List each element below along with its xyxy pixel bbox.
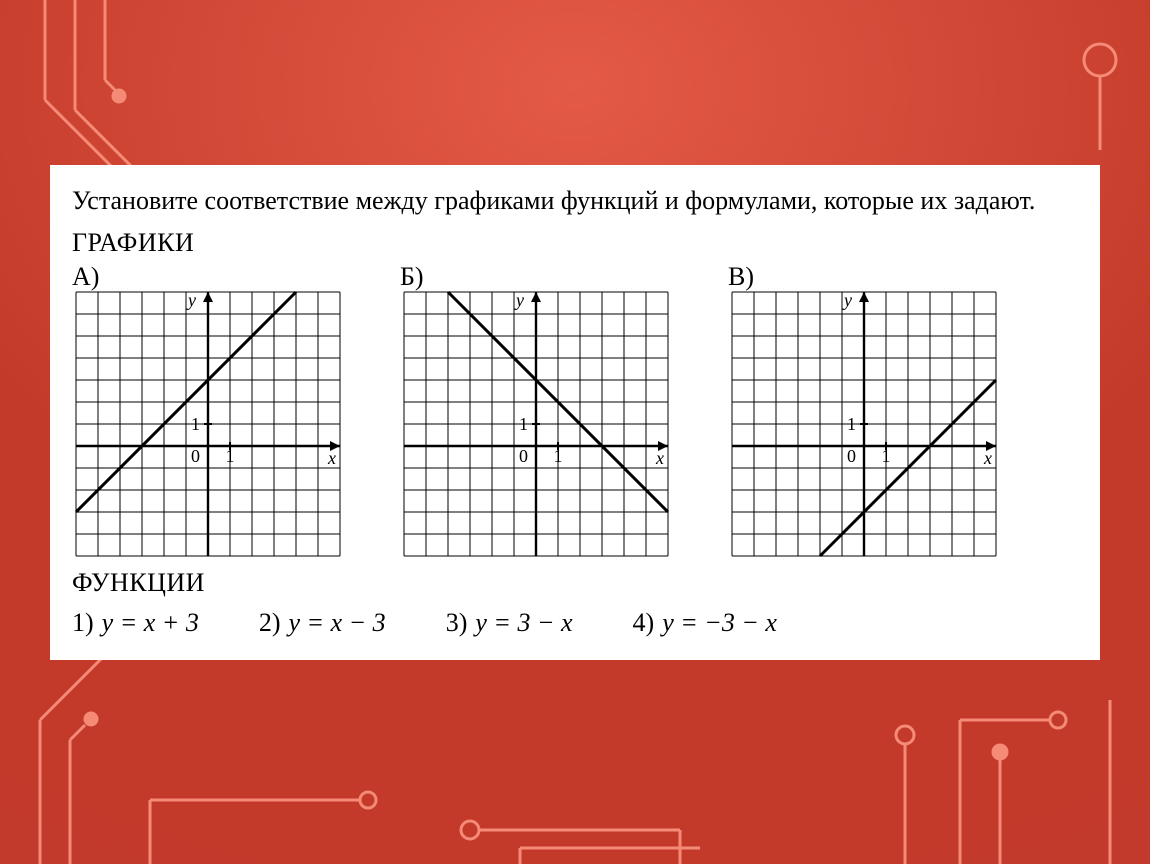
function-formula: y = x − 3 [289, 608, 386, 637]
function-option: 3)y = 3 − x [446, 608, 573, 638]
chart-plot: yx011 [72, 288, 356, 562]
svg-text:x: x [327, 448, 336, 468]
svg-text:y: y [842, 290, 852, 310]
function-option: 2) y = x − 3 [259, 608, 386, 638]
svg-text:x: x [655, 448, 664, 468]
svg-text:y: y [186, 290, 196, 310]
charts-row: А)yx011Б)yx011В)yx011 [72, 262, 1078, 562]
function-number: 1) [72, 608, 94, 637]
chart-plot: yx011 [728, 288, 1012, 562]
function-option: 4)y = −3 − x [633, 608, 777, 638]
chart-wrap: В)yx011 [728, 262, 1012, 562]
svg-text:0: 0 [847, 446, 856, 466]
function-number: 4) [633, 608, 655, 637]
function-option: 1) y = x + 3 [72, 608, 199, 638]
function-number: 2) [259, 608, 281, 637]
svg-text:x: x [983, 448, 992, 468]
functions-title: ФУНКЦИИ [72, 568, 1078, 598]
function-formula: y = 3 − x [475, 608, 572, 637]
function-formula: y = −3 − x [662, 608, 777, 637]
function-number: 3) [446, 608, 468, 637]
chart-wrap: А)yx011 [72, 262, 356, 562]
svg-text:0: 0 [519, 446, 528, 466]
chart-wrap: Б)yx011 [400, 262, 684, 562]
svg-text:0: 0 [191, 446, 200, 466]
problem-card: Установите соответствие между графиками … [50, 165, 1100, 660]
problem-prompt: Установите соответствие между графиками … [72, 183, 1078, 218]
svg-text:1: 1 [191, 414, 200, 434]
graphs-title: ГРАФИКИ [72, 228, 1078, 258]
svg-text:1: 1 [519, 414, 528, 434]
function-formula: y = x + 3 [102, 608, 199, 637]
functions-row: 1) y = x + 3 2) y = x − 3 3)y = 3 − x 4)y = −… [72, 608, 1078, 638]
svg-text:y: y [514, 290, 524, 310]
chart-plot: yx011 [400, 288, 684, 562]
svg-text:1: 1 [847, 414, 856, 434]
